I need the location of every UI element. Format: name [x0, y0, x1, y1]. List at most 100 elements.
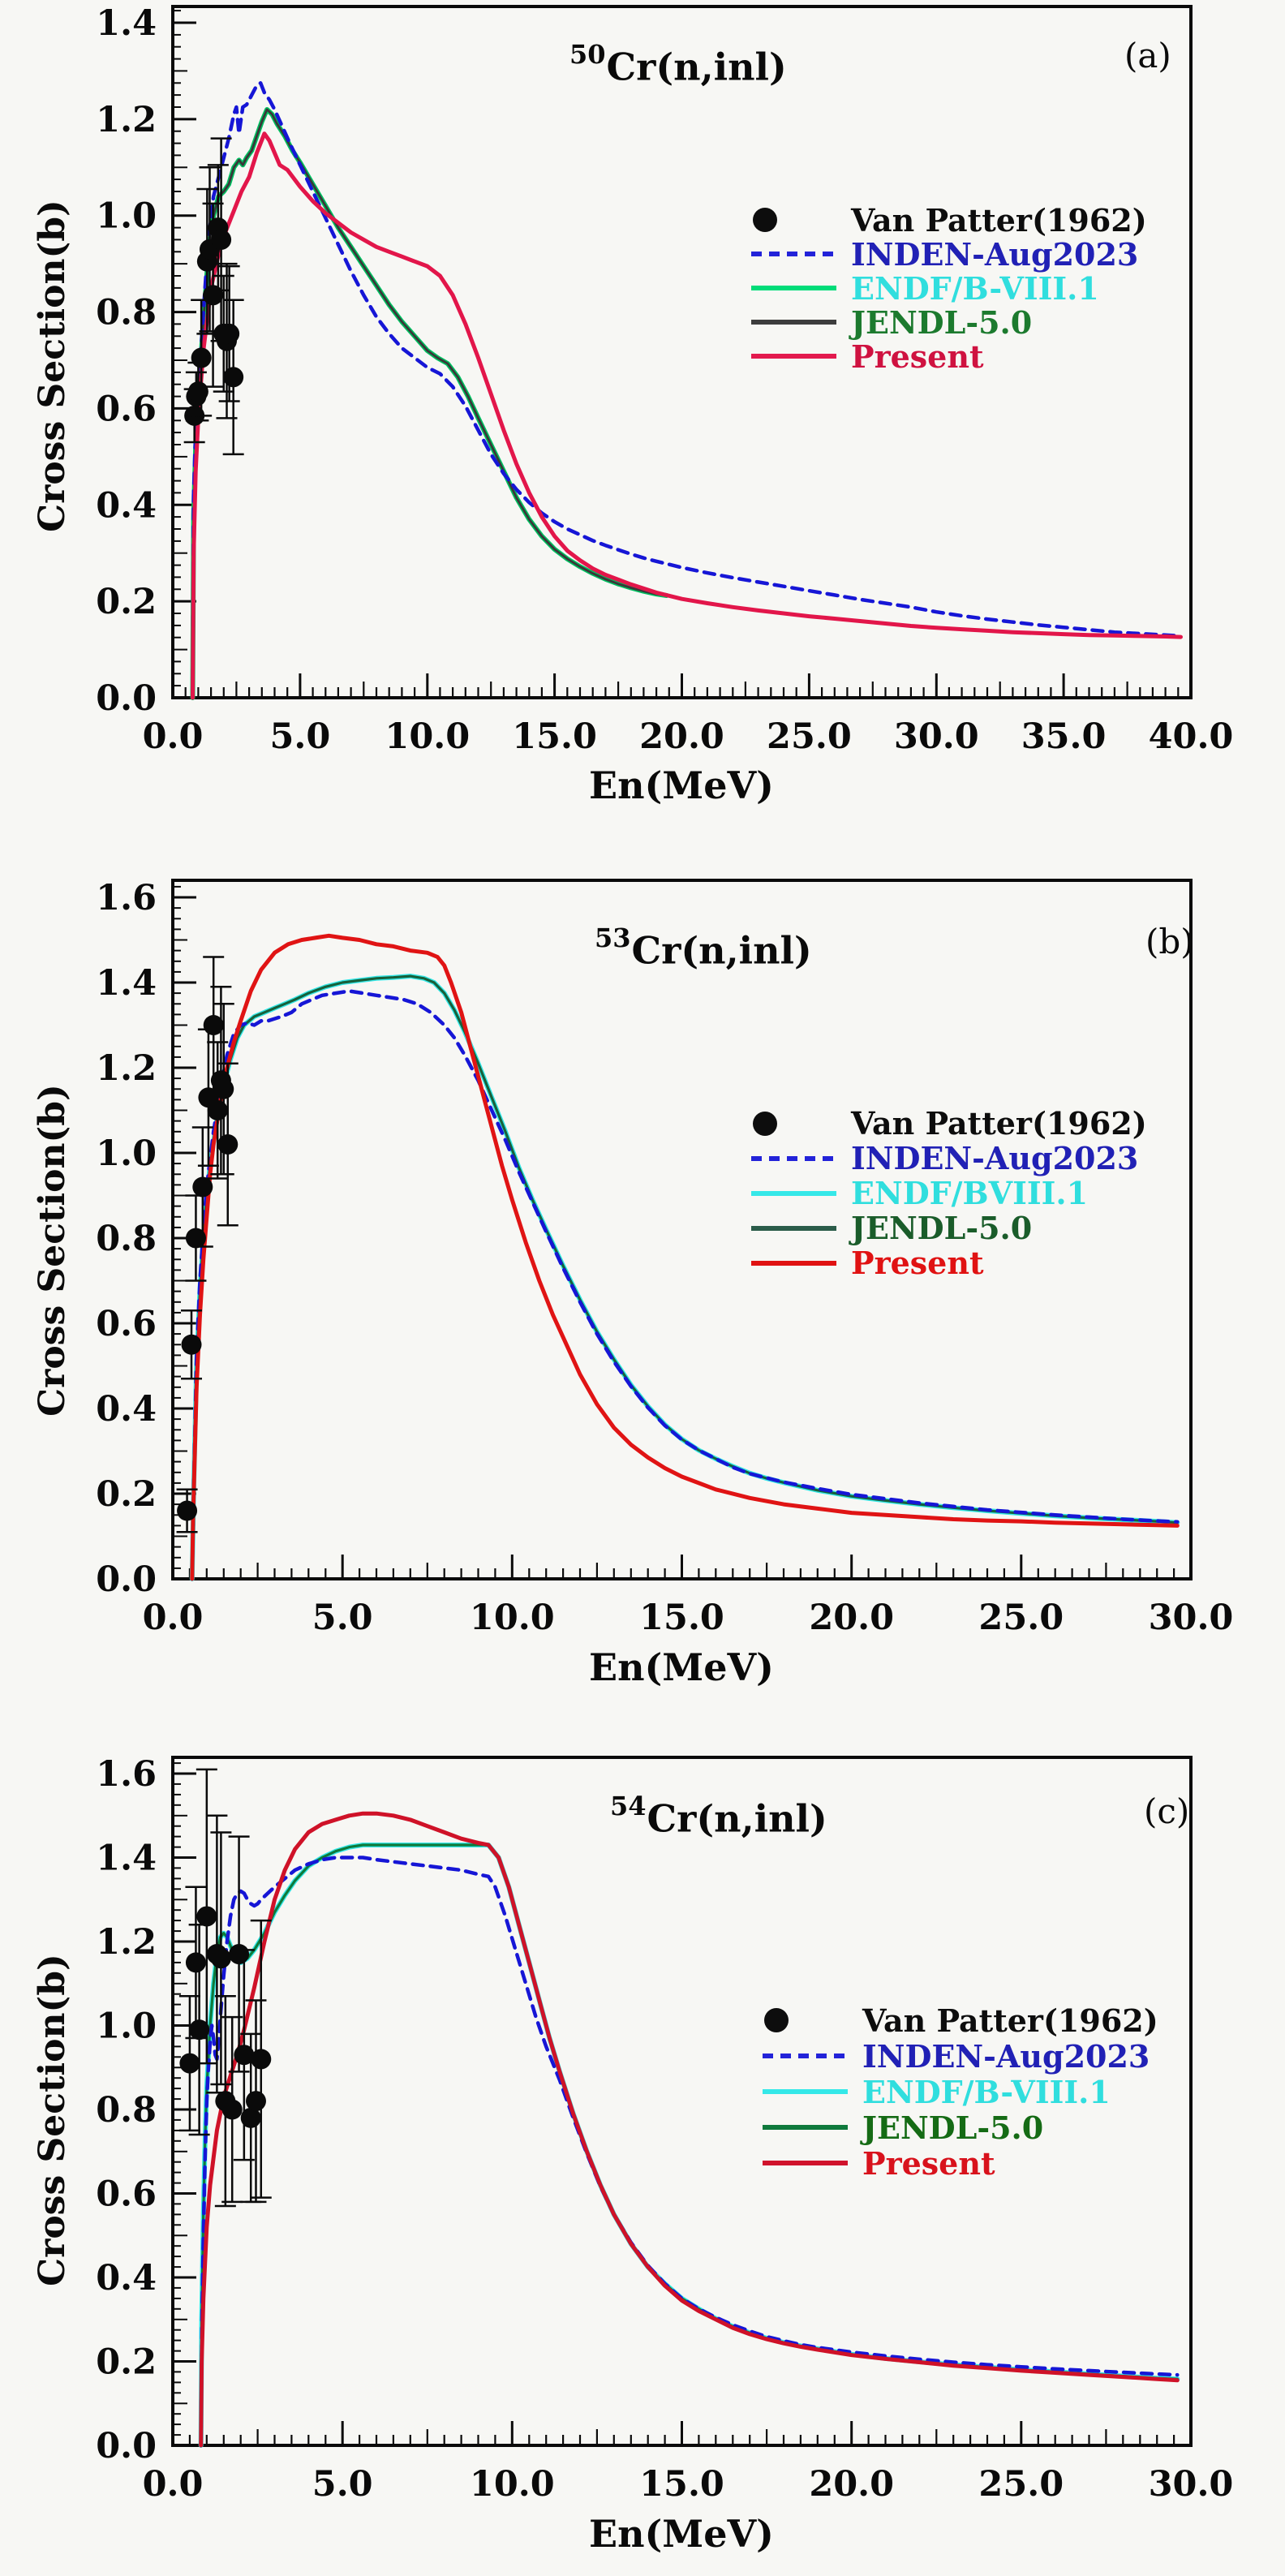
axis-tick-labels: 0.0 5.0 10.0 15.0 20.0 25.0 30.0 0.0 0.2 0.4 0.6 0.…	[96, 1754, 1233, 2505]
legend-marker-line	[751, 1155, 836, 1161]
x-tick-label: 20.0	[809, 2464, 894, 2505]
data-point	[217, 1134, 239, 1155]
panel-a-title: 50Cr(n,inl)	[569, 39, 787, 88]
scatter-van-patter	[176, 956, 239, 1533]
y-tick-label: 0.0	[96, 2426, 157, 2466]
data-point	[229, 1944, 250, 1965]
legend-marker-dot	[764, 2008, 789, 2032]
panel-c-title-text: Cr(n,inl)	[647, 1796, 827, 1841]
y-tick-label: 0.4	[96, 485, 157, 526]
panel-a-title-mass: 50	[569, 39, 606, 70]
y-tick-label: 1.6	[96, 1754, 157, 1795]
x-tick-label: 40.0	[1149, 716, 1234, 757]
legend-label: INDEN-Aug2023	[851, 1140, 1139, 1176]
series-jendl-5-0	[191, 108, 668, 699]
x-tick-label: 15.0	[639, 1598, 724, 1638]
series-inden-aug2023	[191, 81, 1183, 700]
legend-swatch-line	[763, 2114, 848, 2140]
data-point	[234, 2045, 255, 2066]
x-tick-label: 25.0	[978, 2464, 1064, 2505]
legend-label: Present	[851, 338, 984, 375]
legend-entry: INDEN-Aug2023	[751, 1140, 1147, 1176]
x-tick-label: 10.0	[470, 2464, 555, 2505]
data-point	[181, 1334, 202, 1355]
y-tick-label: 1.4	[96, 1838, 157, 1879]
legend-entry: Van Patter(1962)	[751, 201, 1147, 239]
axis-tick-labels: 0.0 5.0 10.0 15.0 20.0 25.0 30.0 35.0 40.0 0.0 0.2…	[96, 3, 1233, 757]
legend-entry: Present	[751, 338, 1147, 375]
data-point	[223, 367, 244, 388]
panel-a-plot: 0.0 5.0 10.0 15.0 20.0 25.0 30.0 35.0 40.0 0.0 0.2…	[96, 3, 1233, 757]
x-tick-label: 15.0	[639, 2464, 724, 2505]
legend-marker-line	[751, 320, 836, 325]
x-tick-label: 35.0	[1021, 716, 1107, 757]
legend-swatch-line	[751, 275, 836, 301]
legend-marker-line	[751, 286, 836, 290]
legend-label: Van Patter(1962)	[851, 201, 1147, 239]
data-point	[185, 1952, 206, 1973]
panel-c-title-mass: 54	[610, 1791, 647, 1821]
panel-b-title-mass: 53	[595, 922, 631, 953]
data-point	[210, 1948, 231, 1969]
panel-b-title: 53Cr(n,inl)	[595, 922, 812, 973]
y-tick-label: 1.2	[96, 100, 157, 140]
x-tick-label: 25.0	[978, 1598, 1064, 1638]
y-tick-label: 0.0	[96, 1559, 157, 1600]
x-tick-label: 5.0	[269, 716, 330, 757]
plot-frame	[171, 879, 1193, 1580]
y-tick-label: 1.0	[96, 2006, 157, 2047]
y-tick-label: 0.6	[96, 2174, 157, 2215]
y-tick-label: 1.0	[96, 1133, 157, 1174]
legend-swatch-dashed-line	[763, 2043, 848, 2069]
y-tick-label: 1.2	[96, 1922, 157, 1963]
legend-entry: INDEN-Aug2023	[763, 2038, 1158, 2075]
panel-c-plot: 0.0 5.0 10.0 15.0 20.0 25.0 30.0 0.0 0.2 0.4 0.6 0.…	[96, 1754, 1233, 2505]
legend-entry: ENDF/B-VIII.1	[763, 2074, 1158, 2110]
legend-label: Present	[862, 2144, 995, 2182]
axis-ticks	[171, 1762, 1193, 2447]
data-point	[245, 2091, 266, 2112]
legend-label: JENDL-5.0	[862, 2109, 1044, 2146]
scatter-van-patter	[178, 1768, 272, 2208]
panel-b-title-text: Cr(n,inl)	[631, 928, 812, 973]
series-present	[191, 131, 1183, 700]
panel-b-x-axis-title: En(MeV)	[589, 1645, 774, 1689]
legend-label: ENDF/B-VIII.1	[851, 269, 1099, 307]
x-tick-label: 0.0	[143, 2464, 204, 2505]
y-tick-label: 0.4	[96, 2258, 157, 2299]
data-point	[187, 381, 208, 402]
y-tick-label: 0.2	[96, 2342, 157, 2383]
y-tick-label: 1.4	[96, 963, 157, 1004]
y-tick-label: 0.6	[96, 389, 157, 429]
legend-entry: ENDF/B-VIII.1	[751, 269, 1147, 307]
legend-entry: JENDL-5.0	[751, 1210, 1147, 1246]
data-point	[179, 2053, 200, 2074]
data-point	[221, 2099, 243, 2120]
legend-marker-line	[751, 1260, 836, 1266]
panel-a-y-axis-title: Cross Section(b)	[32, 200, 73, 532]
panel-c-y-axis-title: Cross Section(b)	[32, 1954, 73, 2286]
legend-marker-line	[751, 252, 836, 256]
data-point	[177, 1500, 198, 1521]
legend-marker-line	[751, 354, 836, 359]
panel-c-legend: Van Patter(1962) INDEN-Aug2023 ENDF/B-VI…	[763, 2002, 1158, 2182]
plot-frame	[171, 1756, 1193, 2447]
x-tick-label: 30.0	[1149, 1598, 1234, 1638]
data-point	[213, 1078, 234, 1099]
y-tick-label: 1.2	[96, 1048, 157, 1089]
y-tick-label: 0.4	[96, 1389, 157, 1430]
data-point	[207, 1100, 228, 1120]
data-point	[196, 1906, 217, 1927]
panel-c-letter: (c)	[1144, 1791, 1190, 1831]
x-tick-label: 0.0	[143, 1598, 204, 1638]
x-tick-label: 25.0	[767, 716, 852, 757]
legend-entry: JENDL-5.0	[751, 304, 1147, 341]
x-tick-label: 20.0	[809, 1598, 894, 1638]
x-tick-label: 20.0	[639, 716, 724, 757]
legend-entry: Van Patter(1962)	[763, 2002, 1158, 2039]
axis-tick-labels: 0.0 5.0 10.0 15.0 20.0 25.0 30.0 0.0 0.2 0.4 0.6 0.…	[96, 878, 1233, 1638]
x-tick-label: 5.0	[312, 2464, 373, 2505]
data-point	[211, 229, 232, 250]
legend-entry: Present	[763, 2144, 1158, 2182]
